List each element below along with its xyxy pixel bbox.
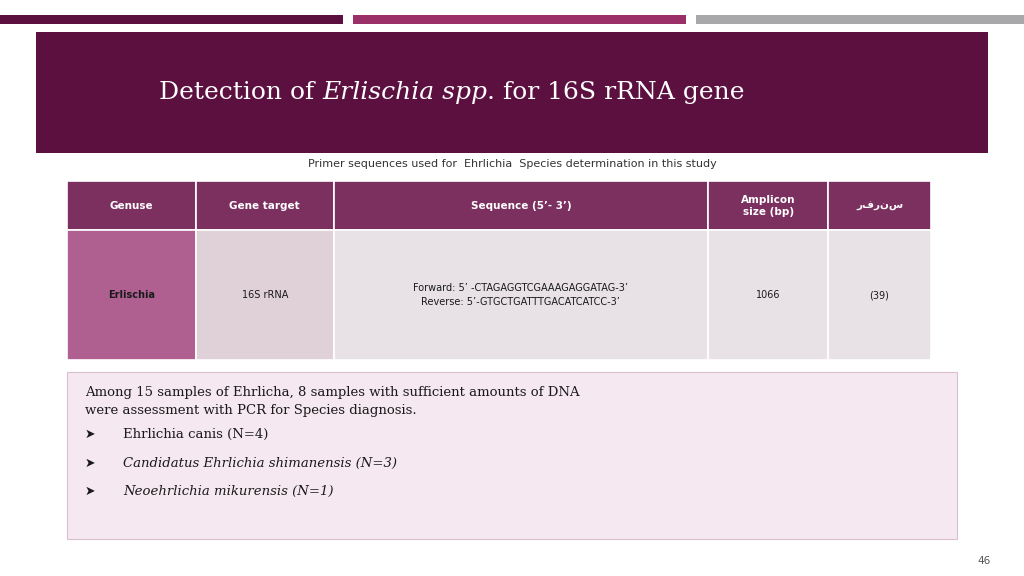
Bar <box>0 15 343 24</box>
Text: Neoehrlichia mikurensis (N=1): Neoehrlichia mikurensis (N=1) <box>123 485 334 498</box>
Text: Amplicon
size (bp): Amplicon size (bp) <box>741 195 796 217</box>
Bar <box>334 230 708 360</box>
Bar <box>708 230 828 360</box>
Bar <box>828 181 931 230</box>
Bar <box>36 32 988 153</box>
Bar <box>196 230 334 360</box>
Text: Among 15 samples of Ehrlicha, 8 samples with sufficient amounts of DNA
were asse: Among 15 samples of Ehrlicha, 8 samples … <box>85 386 580 418</box>
Bar <box>67 181 196 230</box>
Bar <box>67 230 196 360</box>
Text: Ehrlichia canis (N=4): Ehrlichia canis (N=4) <box>123 429 268 441</box>
Text: ➤: ➤ <box>85 485 95 498</box>
Bar <box>353 15 686 24</box>
Text: رفرنس: رفرنس <box>856 201 903 211</box>
Text: (39): (39) <box>869 290 890 300</box>
Text: 16S rRNA: 16S rRNA <box>242 290 288 300</box>
Text: 1066: 1066 <box>756 290 780 300</box>
Text: Primer sequences used for  Ehrlichia  Species determination in this study: Primer sequences used for Ehrlichia Spec… <box>307 159 717 169</box>
Bar <box>708 181 828 230</box>
Text: Gene target: Gene target <box>229 201 300 211</box>
Text: Erlischia: Erlischia <box>108 290 155 300</box>
FancyBboxPatch shape <box>67 372 957 539</box>
Text: Forward: 5’ -CTAGAGGTCGAAAGAGGATAG-3’
Reverse: 5’-GTGCTGATTTGACATCATCC-3’: Forward: 5’ -CTAGAGGTCGAAAGAGGATAG-3’ Re… <box>414 283 629 307</box>
Text: . for 16S rRNA gene: . for 16S rRNA gene <box>487 81 744 104</box>
Bar <box>828 230 931 360</box>
Bar <box>334 181 708 230</box>
Bar <box>196 181 334 230</box>
Text: Sequence (5’- 3’): Sequence (5’- 3’) <box>471 201 571 211</box>
Text: Candidatus Ehrlichia shimanensis (N=3): Candidatus Ehrlichia shimanensis (N=3) <box>123 457 397 470</box>
Text: Erlischia spp: Erlischia spp <box>322 81 487 104</box>
Text: 46: 46 <box>977 556 990 566</box>
Text: ➤: ➤ <box>85 457 95 470</box>
Text: Genuse: Genuse <box>110 201 153 211</box>
Text: Detection of: Detection of <box>159 81 322 104</box>
Bar <box>696 15 1024 24</box>
Text: ➤: ➤ <box>85 429 95 441</box>
